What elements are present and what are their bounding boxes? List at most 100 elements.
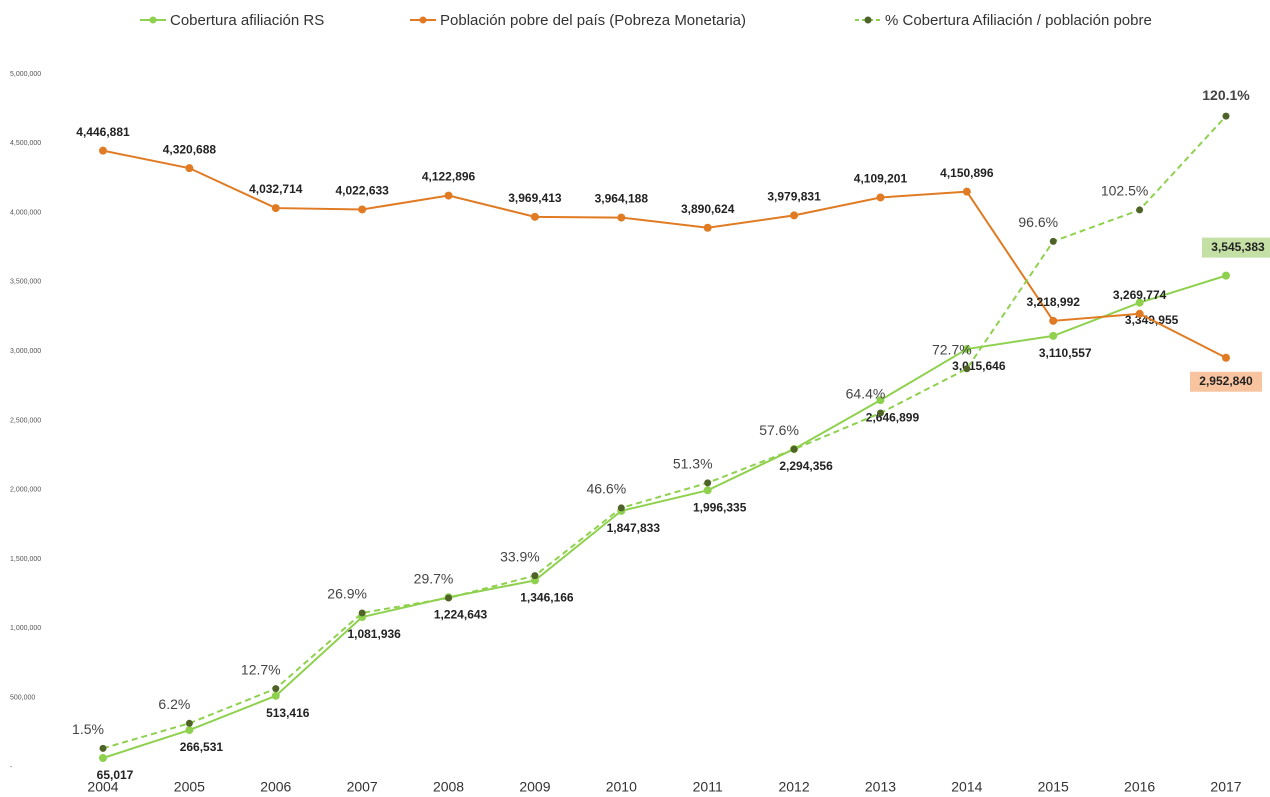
data-label: 513,416	[266, 706, 310, 720]
data-label: 4,109,201	[854, 172, 908, 186]
point	[962, 345, 971, 354]
point	[790, 211, 799, 220]
data-label: 3,218,992	[1027, 295, 1081, 309]
point	[1222, 353, 1230, 362]
point	[1136, 206, 1144, 214]
point	[790, 445, 798, 453]
y-tick-label: 4,500,000	[10, 140, 41, 147]
data-label: 1,996,335	[693, 500, 747, 514]
y-tick-label: -	[10, 764, 13, 771]
x-tick-label: 2008	[433, 779, 464, 795]
data-label: 6.2%	[158, 696, 190, 712]
point	[531, 572, 539, 580]
y-tick-label: 2,500,000	[10, 417, 41, 424]
point	[962, 187, 971, 196]
point	[617, 213, 626, 222]
data-label: 3,269,774	[1113, 288, 1167, 302]
data-label: 102.5%	[1101, 183, 1148, 199]
data-label: 64.4%	[846, 386, 886, 402]
x-tick-label: 2017	[1210, 779, 1241, 795]
point	[530, 212, 539, 221]
y-tick-label: 5,000,000	[10, 71, 41, 78]
legend-marker	[149, 16, 157, 24]
point	[185, 726, 194, 735]
y-tick-label: 4,000,000	[10, 209, 41, 216]
legend-label: % Cobertura Afiliación / población pobre	[885, 12, 1152, 29]
point	[876, 409, 884, 417]
x-tick-label: 2016	[1124, 779, 1155, 795]
data-label: 46.6%	[586, 481, 626, 497]
x-tick-label: 2004	[87, 779, 118, 795]
data-label: 3,890,624	[681, 202, 735, 216]
x-tick-label: 2015	[1038, 779, 1069, 795]
x-tick-label: 2014	[951, 779, 982, 795]
x-tick-label: 2006	[260, 779, 291, 795]
y-tick-label: 500,000	[10, 695, 35, 702]
point	[1135, 309, 1144, 318]
x-tick-label: 2010	[606, 779, 637, 795]
data-label: 12.7%	[241, 661, 281, 677]
x-tick-label: 2011	[693, 779, 723, 795]
data-label: 4,150,896	[940, 166, 994, 180]
point	[444, 191, 453, 200]
y-tick-label: 1,500,000	[10, 556, 41, 563]
point	[1049, 237, 1057, 245]
point	[272, 685, 280, 693]
point	[185, 164, 194, 173]
point	[99, 146, 107, 155]
data-label: 2,646,899	[866, 410, 920, 424]
point	[1135, 298, 1144, 307]
data-label: 33.9%	[500, 548, 540, 564]
point	[99, 753, 107, 762]
series-line	[102, 115, 1227, 750]
x-tick-label: 2012	[778, 779, 809, 795]
point	[358, 609, 366, 617]
data-label: 4,032,714	[249, 182, 303, 196]
point	[876, 193, 885, 202]
point	[1222, 112, 1230, 120]
data-label: 3,964,188	[595, 192, 649, 206]
point	[704, 479, 712, 487]
data-label: 3,110,557	[1039, 346, 1092, 360]
point	[617, 504, 625, 512]
x-tick-label: 2005	[174, 779, 205, 795]
data-label: 96.6%	[1018, 214, 1058, 230]
x-tick-label: 2013	[865, 779, 896, 795]
point	[99, 744, 107, 752]
y-tick-label: 3,000,000	[10, 348, 41, 355]
point	[1049, 331, 1058, 340]
data-label: 57.6%	[759, 422, 799, 438]
point	[963, 365, 971, 373]
data-label: 51.3%	[673, 456, 713, 472]
data-label: 4,122,896	[422, 170, 476, 184]
x-tick-label: 2007	[347, 779, 378, 795]
legend-label: Población pobre del país (Pobreza Moneta…	[440, 12, 746, 29]
data-label: 1,081,936	[347, 627, 401, 641]
point	[876, 396, 885, 405]
data-label: 65,017	[97, 768, 134, 782]
data-label: 29.7%	[414, 571, 454, 587]
series-line	[102, 149, 1227, 359]
y-tick-label: 2,000,000	[10, 487, 41, 494]
data-label: 72.7%	[932, 341, 972, 357]
legend-marker	[419, 16, 427, 24]
data-label: 3,545,383	[1211, 240, 1265, 254]
data-label: 3,979,831	[767, 190, 821, 204]
data-label: 1,847,833	[607, 521, 661, 535]
point	[271, 204, 280, 213]
point	[1049, 316, 1058, 325]
point	[185, 719, 193, 727]
data-label: 26.9%	[327, 586, 367, 602]
data-label: 3,969,413	[508, 191, 562, 205]
data-label: 1,346,166	[520, 591, 574, 605]
label-box	[1202, 237, 1270, 258]
data-label: 4,320,688	[163, 142, 217, 156]
point	[703, 486, 712, 495]
data-label: 2,952,840	[1199, 374, 1253, 388]
data-label: 266,531	[180, 740, 224, 754]
x-tick-label: 2009	[519, 779, 550, 795]
data-label: 1,224,643	[434, 607, 488, 621]
data-label: 1.5%	[72, 721, 104, 737]
point	[703, 223, 712, 232]
